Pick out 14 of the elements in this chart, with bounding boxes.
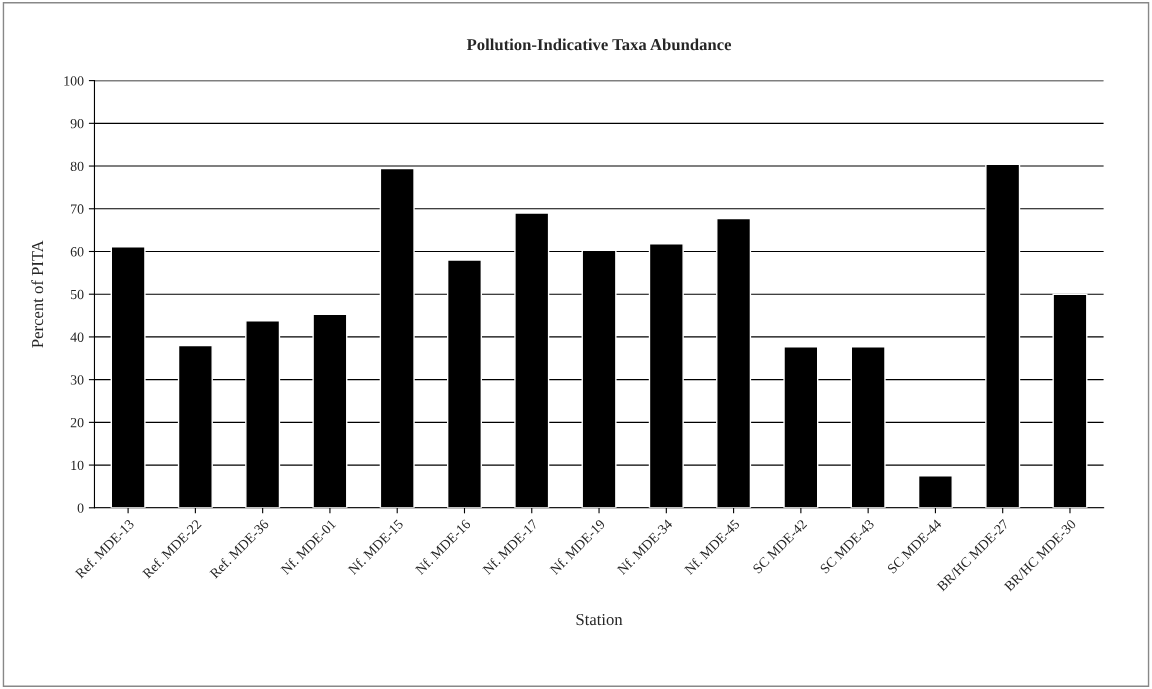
chart-title: Pollution-Indicative Taxa Abundance [466,38,732,51]
y-tick-label: 100 [64,76,84,86]
y-tick-label: 30 [70,375,84,385]
y-tick-label: 70 [71,204,84,214]
x-axis-title: Station [576,613,623,626]
y-tick-label: 40 [70,332,84,342]
y-tick-label: 10 [71,460,84,471]
y-tick-label: 90 [70,118,84,129]
y-tick-label: 50 [70,289,84,300]
y-tick-label: 0 [77,503,84,513]
y-tick-label: 20 [70,417,84,428]
y-axis-title: Percent of PITA [31,240,44,348]
y-tick-label: 60 [70,247,84,257]
y-tick-label: 80 [70,161,84,171]
